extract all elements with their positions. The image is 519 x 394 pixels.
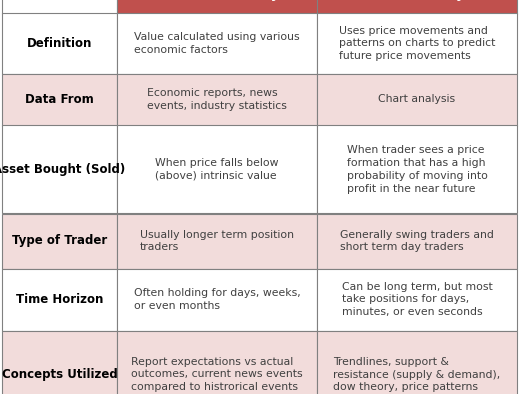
Bar xyxy=(117,0,317,13)
Bar xyxy=(2,0,117,13)
Text: Report expectations vs actual
outcomes, current news events
compared to histrori: Report expectations vs actual outcomes, … xyxy=(131,357,303,392)
Bar xyxy=(317,0,517,13)
Bar xyxy=(317,268,517,331)
Text: Usually longer term position
traders: Usually longer term position traders xyxy=(140,230,294,253)
Text: Generally swing traders and
short term day traders: Generally swing traders and short term d… xyxy=(340,230,494,253)
Bar xyxy=(2,214,117,268)
Text: Technical Analysis: Technical Analysis xyxy=(349,0,485,1)
Bar xyxy=(317,126,517,214)
Text: Concepts Utilized: Concepts Utilized xyxy=(2,368,117,381)
Bar xyxy=(317,214,517,268)
Text: Asset Bought (Sold): Asset Bought (Sold) xyxy=(0,163,126,176)
Bar xyxy=(117,13,317,74)
Text: When trader sees a price
formation that has a high
probability of moving into
pr: When trader sees a price formation that … xyxy=(347,145,487,194)
Text: Definition: Definition xyxy=(27,37,92,50)
Text: Data From: Data From xyxy=(25,93,94,106)
Bar xyxy=(317,74,517,126)
Text: Uses price movements and
patterns on charts to predict
future price movements: Uses price movements and patterns on cha… xyxy=(339,26,495,61)
Text: Trendlines, support &
resistance (supply & demand),
dow theory, price patterns: Trendlines, support & resistance (supply… xyxy=(333,357,501,392)
Text: Can be long term, but most
take positions for days,
minutes, or even seconds: Can be long term, but most take position… xyxy=(342,282,493,317)
Bar xyxy=(117,126,317,214)
Bar xyxy=(2,331,117,394)
Text: Time Horizon: Time Horizon xyxy=(16,293,103,306)
Bar xyxy=(2,13,117,74)
Text: When price falls below
(above) intrinsic value: When price falls below (above) intrinsic… xyxy=(155,158,279,181)
Bar xyxy=(117,268,317,331)
Bar xyxy=(117,331,317,394)
Bar xyxy=(317,331,517,394)
Text: Fundamental Analysis: Fundamental Analysis xyxy=(134,0,299,1)
Bar xyxy=(117,214,317,268)
Bar xyxy=(317,13,517,74)
Bar xyxy=(2,74,117,126)
Text: Type of Trader: Type of Trader xyxy=(12,234,107,247)
Bar xyxy=(2,268,117,331)
Text: Economic reports, news
events, industry statistics: Economic reports, news events, industry … xyxy=(147,88,287,111)
Text: Chart analysis: Chart analysis xyxy=(378,95,456,104)
Bar xyxy=(117,74,317,126)
Text: Often holding for days, weeks,
or even months: Often holding for days, weeks, or even m… xyxy=(133,288,301,311)
Text: Value calculated using various
economic factors: Value calculated using various economic … xyxy=(134,32,300,55)
Bar xyxy=(2,126,117,214)
